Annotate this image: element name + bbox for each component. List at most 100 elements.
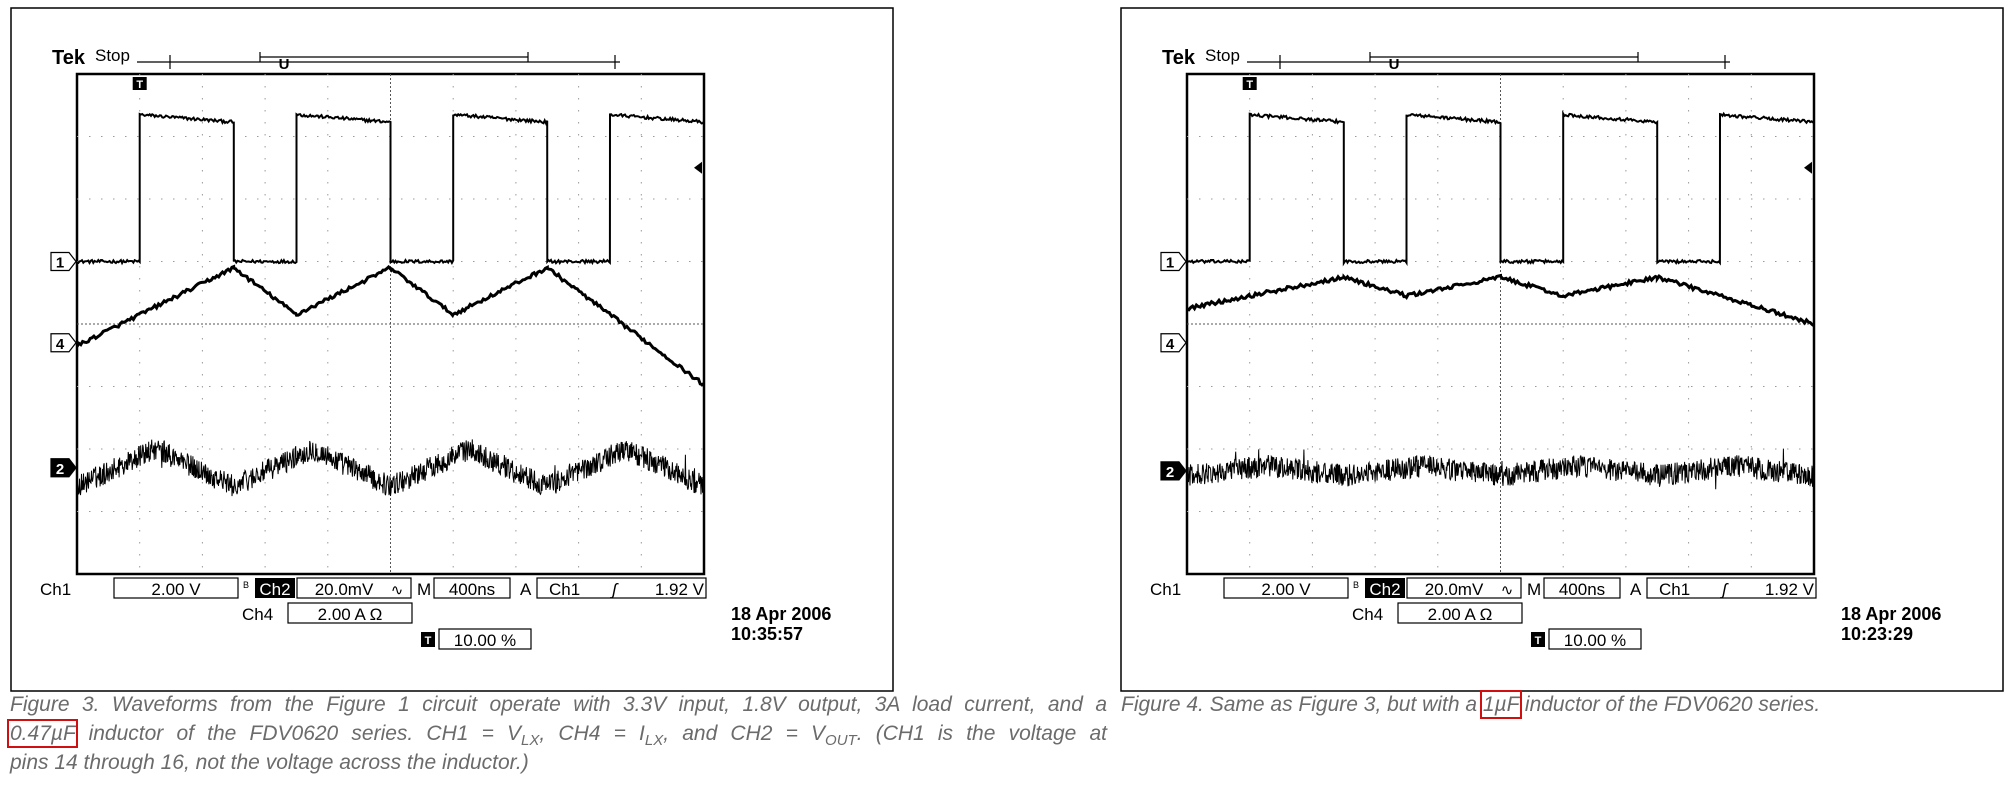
trigger-box	[536, 577, 707, 599]
trigger-level-arrow	[694, 161, 702, 174]
run-state-label: Stop	[95, 46, 130, 65]
caption-text: . (CH1 is the voltage at	[856, 722, 1107, 745]
caption-text: inductor of the FDV0620 series.	[1519, 693, 1821, 716]
channel-marker-4	[50, 333, 77, 353]
oscilloscope-figure-4: Tek Stop U T 1 2 4 Ch1 2.00 V B Ch2 20.0mV ∿ M 400ns A C…	[1120, 7, 2005, 693]
trace-ch2	[76, 439, 705, 497]
channel-marker-2	[1160, 461, 1187, 481]
ch1-label: Ch1	[1150, 580, 1181, 599]
timebase-value: 400ns	[1559, 580, 1605, 599]
trigger-level: 1.92 V	[1765, 580, 1815, 599]
coupling-icon: ∿	[391, 582, 404, 599]
channel-marker-label: 4	[1166, 336, 1175, 353]
trigger-pos-icon-box	[1531, 632, 1545, 647]
highlighted-value: 1µF	[1479, 690, 1523, 719]
trace-ch1	[76, 112, 705, 266]
ch4-label: Ch4	[242, 605, 273, 624]
bw-limit-icon: B	[1353, 580, 1359, 590]
channel-marker-1	[1160, 251, 1187, 272]
channel-marker-label: 2	[1166, 464, 1174, 481]
time-stamp: 10:23:29	[1841, 624, 1913, 644]
caption-text: , and CH2 = V	[663, 722, 826, 745]
ch2-scale-box	[1406, 577, 1522, 599]
ch2-scale: 20.0mV	[1425, 580, 1484, 599]
subscript: LX	[644, 732, 664, 750]
ch2-label: Ch2	[259, 580, 290, 599]
time-stamp: 10:35:57	[731, 624, 803, 644]
ch4-scale: 2.00 A Ω	[1428, 605, 1493, 624]
ch2-scale: 20.0mV	[315, 580, 374, 599]
channel-marker-1	[50, 251, 77, 272]
oscilloscope-figure-3: Tek Stop U T 1 2 4 Ch1 2.00 V B Ch2 20.0mV ∿ M 400ns A C…	[10, 7, 895, 693]
trigger-pos-icon: T	[425, 635, 432, 647]
trigger-source: Ch1	[1659, 580, 1690, 599]
figure-4-caption: Figure 4. Same as Figure 3, but with a 1…	[1121, 690, 2011, 719]
trigger-level-arrow	[1804, 161, 1812, 174]
caption-text: pins 14 through 16, not the voltage acro…	[10, 751, 529, 774]
trigger-box	[1646, 577, 1817, 599]
trigger-slope-icon: ʃ	[609, 580, 619, 599]
subscript: LX	[521, 732, 540, 750]
ch1-scale: 2.00 V	[1261, 580, 1311, 599]
trigger-marker: T	[1246, 79, 1253, 91]
trigger-pos-icon-box	[421, 632, 435, 647]
ch1-scale-box	[113, 577, 239, 599]
coupling-icon: ∿	[1501, 582, 1514, 599]
ch2-label: Ch2	[1369, 580, 1400, 599]
trigger-slope-icon: ʃ	[1719, 580, 1729, 599]
trace-ch2	[1186, 448, 1815, 490]
caption-line-2: 0.47µF inductor of the FDV0620 series. C…	[6, 719, 1107, 750]
timebase-label: M	[417, 580, 431, 599]
trigger-pos-icon: T	[1535, 635, 1542, 647]
channel-marker-label: 1	[1166, 255, 1174, 272]
ch2-scale-box	[296, 577, 412, 599]
timebase-value: 400ns	[449, 580, 495, 599]
trigger-label: A	[520, 580, 532, 599]
ch4-scale-box	[1397, 602, 1523, 624]
timebase-label: M	[1527, 580, 1541, 599]
trigger-marker-box	[132, 77, 147, 90]
caption-text: Figure 3. Waveforms from the Figure 1 ci…	[10, 693, 1107, 716]
highlighted-value: 0.47µF	[6, 719, 79, 748]
ch4-label: Ch4	[1352, 605, 1383, 624]
channel-marker-label: 4	[56, 336, 65, 353]
trigger-source: Ch1	[549, 580, 580, 599]
ch4-scale-box	[287, 602, 413, 624]
caption-line-1: Figure 3. Waveforms from the Figure 1 ci…	[10, 690, 1107, 719]
ch1-scale-box	[1223, 577, 1349, 599]
trace-ch1	[1186, 110, 1815, 267]
caption-text: Figure 4. Same as Figure 3, but with a	[1121, 693, 1483, 716]
brand-label: Tek	[52, 47, 86, 69]
trigger-marker: T	[136, 79, 143, 91]
trigger-pos-box	[438, 628, 532, 650]
trigger-position: 10.00 %	[454, 631, 516, 650]
date-stamp: 18 Apr 2006	[731, 604, 831, 624]
ch2-label-box	[255, 578, 295, 598]
caption-line-3: pins 14 through 16, not the voltage acro…	[10, 748, 1107, 777]
cursor-marker: U	[279, 56, 290, 73]
channel-marker-label: 1	[56, 255, 64, 272]
subscript: OUT	[825, 732, 857, 750]
date-stamp: 18 Apr 2006	[1841, 604, 1941, 624]
trigger-position: 10.00 %	[1564, 631, 1626, 650]
timebase-box	[1543, 577, 1621, 599]
ch1-scale: 2.00 V	[151, 580, 201, 599]
timebase-box	[433, 577, 511, 599]
caption-text: , CH4 = I	[539, 722, 645, 745]
trace-ch4	[1186, 273, 1815, 328]
ch4-scale: 2.00 A Ω	[318, 605, 383, 624]
ch1-label: Ch1	[40, 580, 71, 599]
bw-limit-icon: B	[243, 580, 249, 590]
caption-text: inductor of the FDV0620 series. CH1 = V	[75, 722, 522, 745]
trigger-pos-box	[1548, 628, 1642, 650]
trigger-marker-box	[1242, 77, 1257, 90]
brand-label: Tek	[1162, 47, 1196, 69]
run-state-label: Stop	[1205, 46, 1240, 65]
ch2-label-box	[1365, 578, 1405, 598]
trace-ch4	[75, 264, 705, 387]
channel-marker-4	[1160, 333, 1187, 353]
figure-3-caption: Figure 3. Waveforms from the Figure 1 ci…	[6, 690, 1107, 777]
channel-marker-2	[50, 458, 77, 478]
